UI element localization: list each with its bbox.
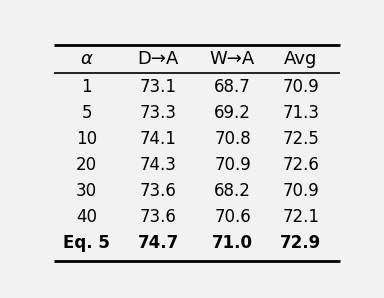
Text: 74.1: 74.1 [140,130,177,148]
Text: 74.3: 74.3 [140,156,177,174]
Text: 72.5: 72.5 [283,130,319,148]
Text: 5: 5 [81,104,92,122]
Text: 71.3: 71.3 [283,104,319,122]
Text: 68.2: 68.2 [214,182,251,200]
Text: 73.3: 73.3 [140,104,177,122]
Text: 72.6: 72.6 [283,156,319,174]
Text: D→A: D→A [137,50,179,68]
Text: 73.1: 73.1 [140,78,177,96]
Text: 10: 10 [76,130,97,148]
Text: 40: 40 [76,208,97,226]
Text: 71.0: 71.0 [212,234,253,252]
Text: 73.6: 73.6 [140,182,177,200]
Text: W→A: W→A [210,50,255,68]
Text: Avg: Avg [284,50,318,68]
Text: 74.7: 74.7 [137,234,179,252]
Text: 72.1: 72.1 [283,208,319,226]
Text: 70.6: 70.6 [214,208,251,226]
Text: 20: 20 [76,156,97,174]
Text: 72.9: 72.9 [280,234,321,252]
Text: 68.7: 68.7 [214,78,251,96]
Text: 73.6: 73.6 [140,208,177,226]
Text: 70.9: 70.9 [283,78,319,96]
Text: Eq. 5: Eq. 5 [63,234,110,252]
Text: 30: 30 [76,182,97,200]
Text: 70.8: 70.8 [214,130,251,148]
Text: α: α [81,50,93,68]
Text: 70.9: 70.9 [283,182,319,200]
Text: 69.2: 69.2 [214,104,251,122]
Text: 1: 1 [81,78,92,96]
Text: 70.9: 70.9 [214,156,251,174]
